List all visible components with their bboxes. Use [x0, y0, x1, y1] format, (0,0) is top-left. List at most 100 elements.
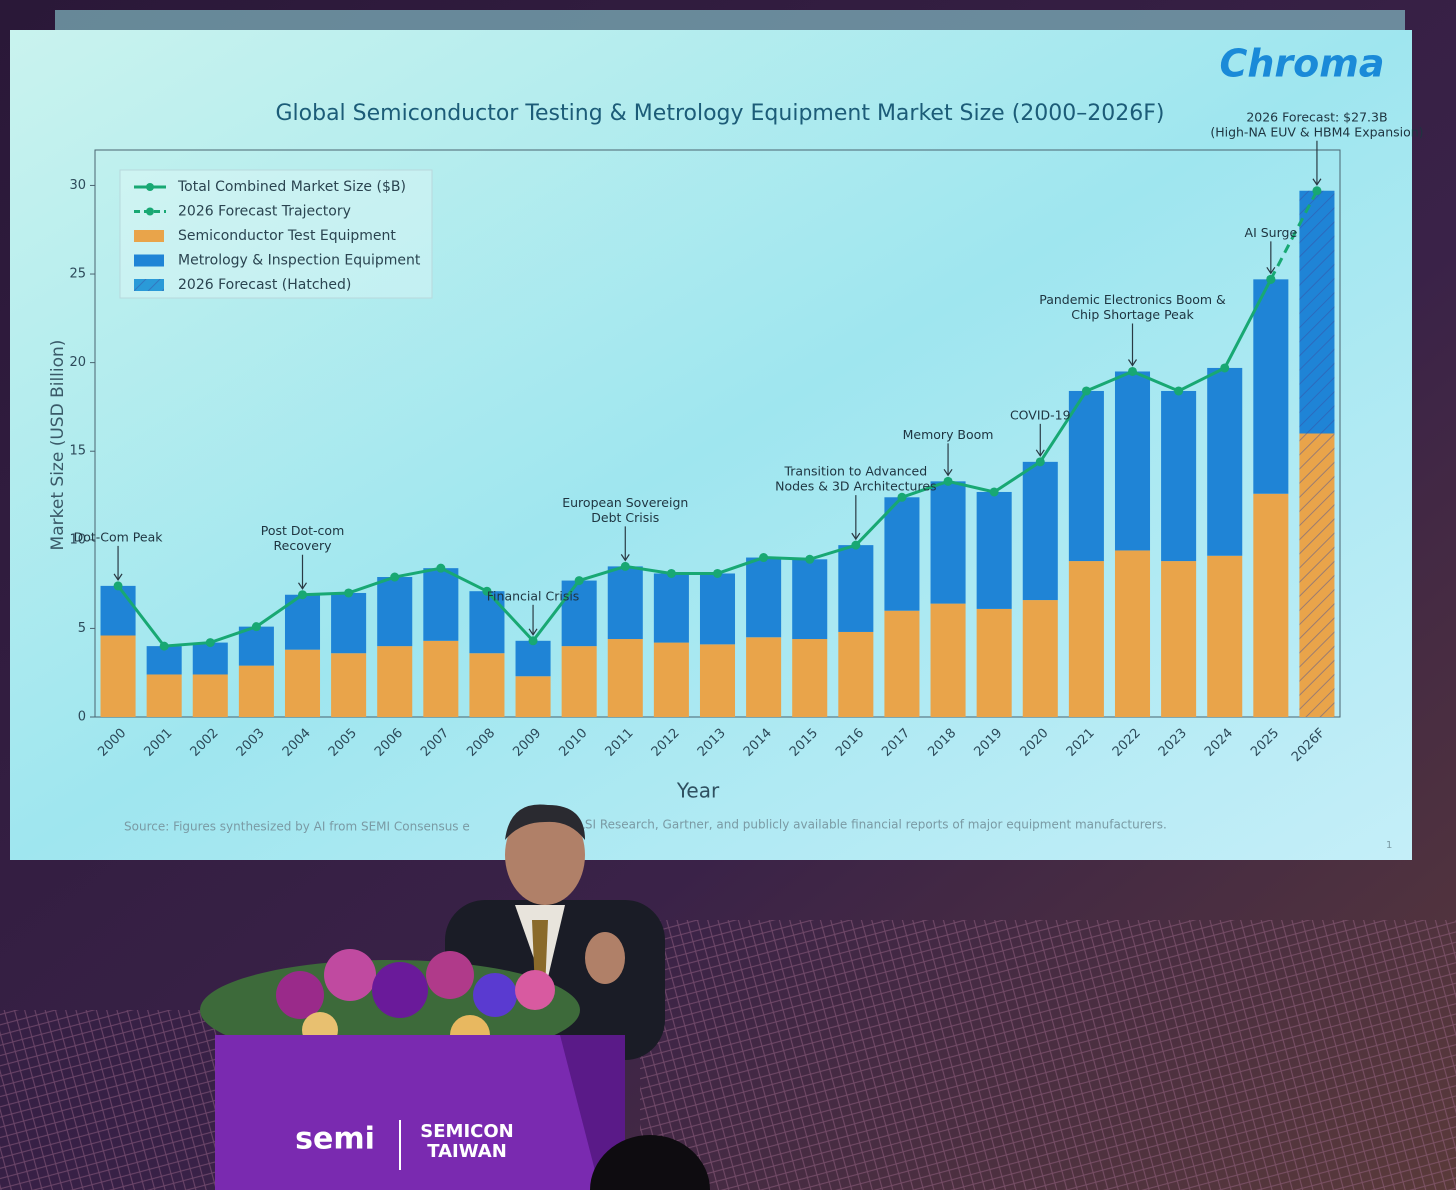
line-marker: [1081, 386, 1091, 396]
line-marker: [1266, 274, 1276, 284]
line-marker: [344, 588, 354, 598]
annotation: Debt Crisis: [591, 510, 659, 525]
legend-swatch: [134, 230, 164, 242]
bar-segment: [1068, 561, 1104, 717]
bar-segment: [238, 626, 274, 666]
source-note: VLSI Research, Gartner, and publicly ava…: [570, 818, 1167, 832]
annotation: COVID-19: [1010, 407, 1071, 422]
bar-segment: [331, 592, 367, 654]
line-marker: [113, 581, 123, 591]
bar-segment: [792, 559, 828, 640]
bar-segment: [1022, 600, 1058, 717]
bar-segment: [976, 608, 1012, 717]
line-marker: [1220, 363, 1230, 373]
y-tick-label: 5: [78, 621, 86, 636]
bar-segment: [884, 610, 920, 717]
line-marker: [989, 487, 999, 497]
bar-segment: [838, 631, 874, 717]
annotation: Financial Crisis: [487, 588, 580, 603]
y-tick-label: 15: [69, 444, 86, 459]
bar-segment: [146, 646, 182, 675]
bar-segment: [607, 639, 643, 717]
legend-marker: [146, 207, 154, 216]
bar-segment: [100, 635, 136, 717]
bar-segment: [1022, 461, 1058, 601]
y-tick-label: 30: [69, 178, 86, 193]
bar-segment: [192, 642, 228, 675]
bar-segment: [100, 585, 136, 636]
line-marker: [805, 554, 815, 564]
annotation-arrowhead: [851, 532, 861, 541]
line-marker: [713, 568, 722, 578]
annotation: Memory Boom: [903, 427, 994, 442]
annotation: Transition to Advanced: [783, 464, 927, 479]
bar-segment: [377, 646, 413, 717]
bar-segment: [976, 491, 1012, 609]
bar-segment: [1114, 371, 1151, 551]
line-marker: [851, 540, 861, 550]
bar-segment: [1161, 390, 1197, 562]
bar-segment: [1161, 561, 1197, 717]
bar-segment: [284, 649, 321, 717]
bar-segment: [192, 674, 228, 717]
annotation: Recovery: [274, 538, 333, 553]
bar-segment: [469, 653, 505, 717]
bar-segment: [1253, 493, 1289, 717]
legend-label: 2026 Forecast (Hatched): [178, 277, 351, 293]
bar-segment: [653, 573, 689, 643]
annotation-arrowhead: [1128, 359, 1137, 367]
line: [116, 278, 1273, 648]
bar-segment: [1114, 550, 1151, 717]
line: [1269, 190, 1319, 281]
bar-segment: [238, 665, 274, 717]
annotation: Pandemic Electronics Boom &: [1039, 292, 1226, 307]
line-marker: [436, 563, 446, 573]
bar-segment: [1068, 390, 1104, 562]
line-marker: [1312, 186, 1322, 196]
y-axis-label: Market Size (USD Billion): [48, 340, 68, 551]
legend-marker: [146, 183, 154, 191]
line-marker: [205, 638, 215, 648]
legend-label: Total Combined Market Size ($B): [177, 179, 406, 195]
bar-segment: [561, 646, 597, 717]
line-marker: [159, 641, 169, 651]
y-tick-label: 10: [69, 532, 86, 547]
annotation: AI Surge: [1245, 225, 1298, 240]
line-marker: [482, 586, 492, 596]
annotation-arrowhead: [298, 582, 307, 590]
chart-title: Global Semiconductor Testing & Metrology…: [275, 101, 1164, 126]
bar-segment: [515, 640, 551, 677]
y-tick-label: 20: [69, 355, 86, 370]
legend-label: Semiconductor Test Equipment: [178, 228, 396, 244]
bar-segment: [792, 639, 828, 717]
line-marker: [620, 561, 630, 571]
line-marker: [1128, 366, 1137, 376]
bar-segment: [1207, 555, 1243, 717]
stage-mesh: [640, 920, 1456, 1190]
line-marker: [1035, 457, 1045, 467]
bar-segment: [561, 580, 597, 647]
bar-segment: [377, 577, 413, 647]
bar-segment: [1253, 279, 1289, 494]
annotation: European Sovereign: [562, 495, 688, 510]
slide-number: 1: [1386, 840, 1392, 851]
bar-segment: [699, 573, 736, 645]
line-marker: [1174, 386, 1184, 396]
annotation-arrowhead: [528, 628, 538, 636]
annotation-arrowhead: [113, 573, 123, 581]
annotation-arrowhead: [1312, 178, 1322, 186]
bar-segment: [746, 637, 782, 717]
annotation: (High-NA EUV & HBM4 Expansion): [1210, 124, 1423, 139]
annotation: 2026 Forecast: $27.3B: [1246, 109, 1387, 124]
legend: Total Combined Market Size ($B) 2026 Fore…: [119, 169, 433, 299]
logo: Chroma: [1219, 42, 1384, 86]
bar-segment: [699, 644, 736, 717]
source-note: Source: Figures synthesized by AI from S…: [124, 820, 470, 834]
podium-brand: semi: [295, 1122, 375, 1157]
bar-segment: [331, 653, 367, 717]
annotation-arrowhead: [1035, 449, 1045, 457]
annotation: Post Dot-com: [261, 523, 345, 538]
bar-segment: [423, 640, 459, 717]
